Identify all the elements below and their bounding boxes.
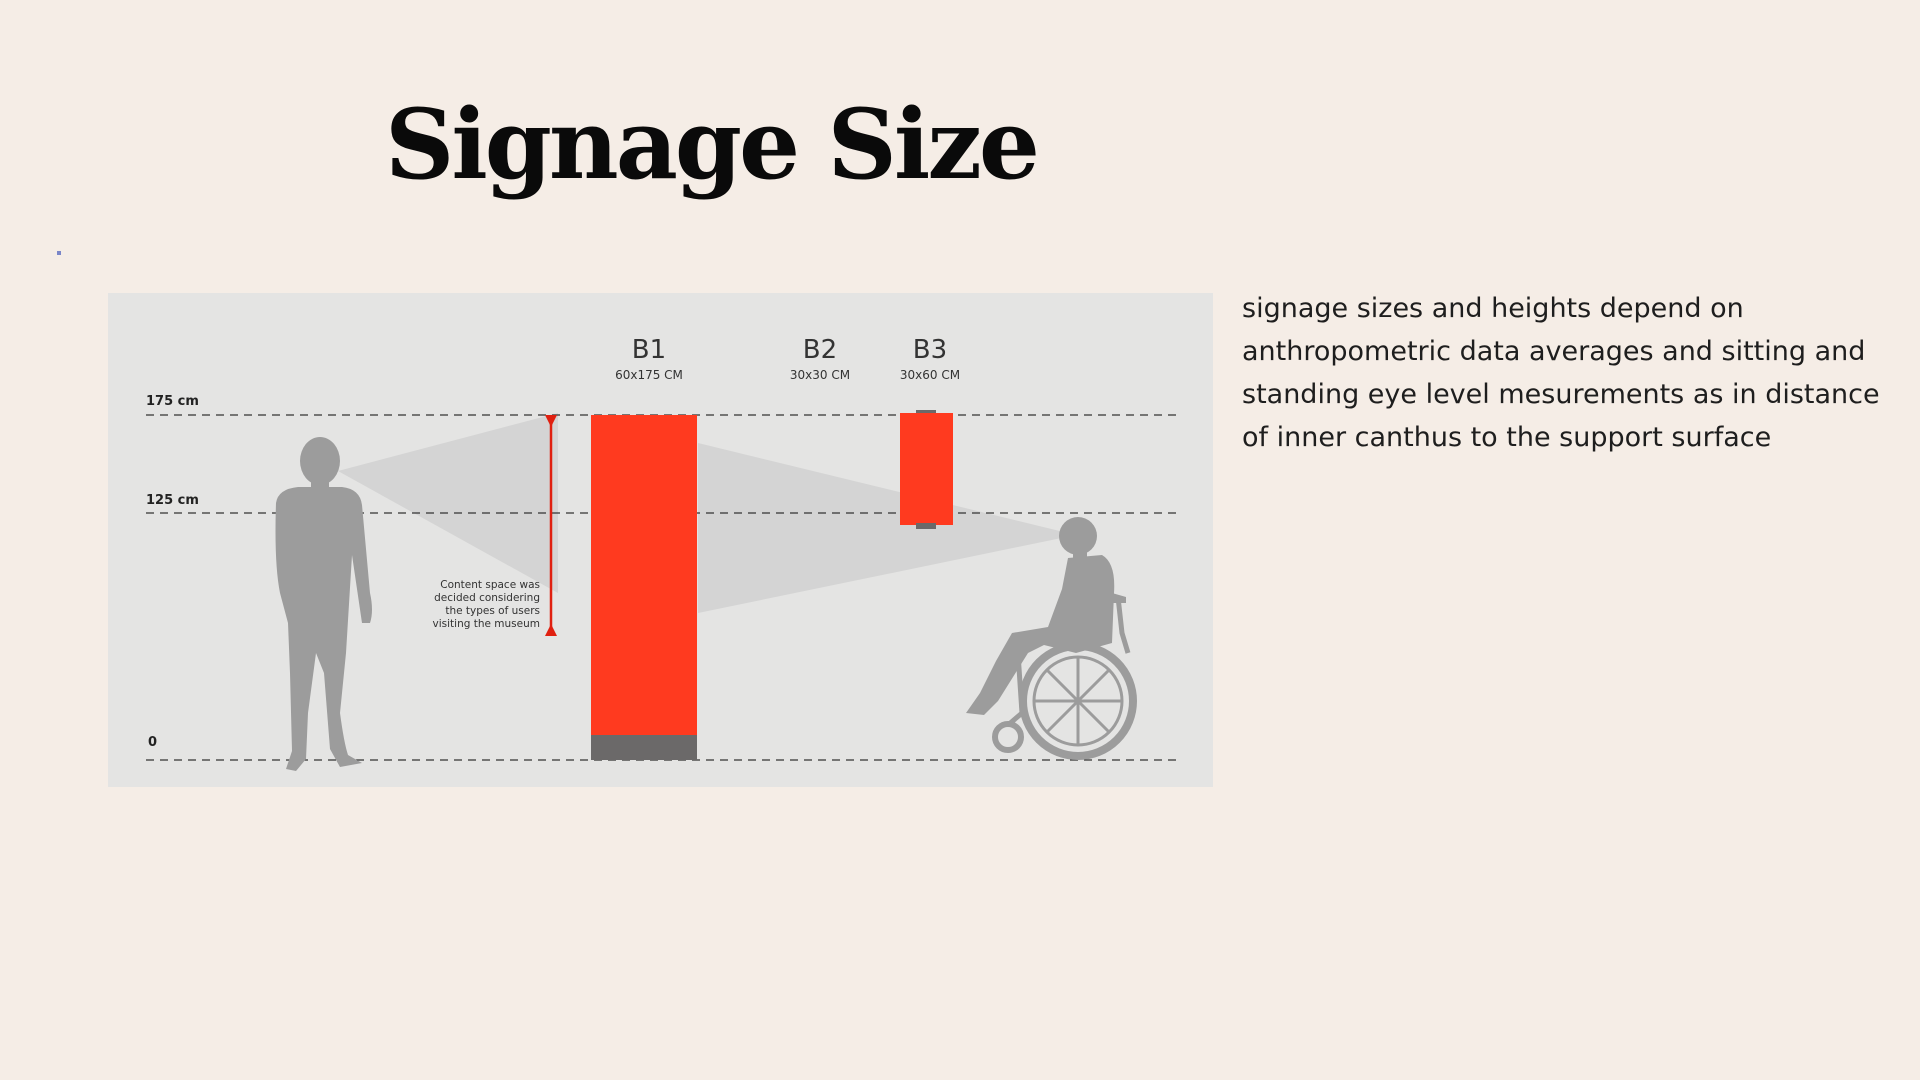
sign-b1-base — [591, 735, 697, 760]
standing-person-icon — [275, 437, 372, 771]
seated-sight-cone — [698, 443, 1076, 613]
height-label-125: 125 cm — [146, 493, 199, 508]
wheelchair-user-icon — [966, 517, 1137, 760]
sign-label-b1: B1 — [632, 335, 666, 365]
annotation-line-2: decided considering — [434, 592, 540, 604]
sign-label-b3: B3 — [913, 335, 947, 365]
content-range-arrow-bottom — [545, 624, 557, 636]
height-label-175: 175 cm — [146, 394, 199, 409]
sign-label-b2: B2 — [803, 335, 837, 365]
page-title: Signage Size — [385, 88, 1040, 201]
diagram-canvas: 175 cm 125 cm 0 B1 60x175 CM B2 30x30 CM… — [146, 335, 1178, 771]
sign-b3-cap-bottom — [916, 523, 936, 529]
sign-size-b2: 30x30 CM — [790, 368, 850, 382]
sign-size-b1: 60x175 CM — [615, 368, 683, 382]
sign-b1-panel — [591, 415, 697, 735]
annotation-line-4: visiting the museum — [433, 618, 540, 630]
annotation-line-3: the types of users — [445, 605, 540, 617]
sign-b3-panel — [900, 413, 953, 525]
decorative-dot — [57, 251, 61, 255]
annotation-line-1: Content space was — [440, 579, 540, 591]
description-text: signage sizes and heights depend on anth… — [1242, 293, 1880, 453]
sign-size-b3: 30x60 CM — [900, 368, 960, 382]
standing-sight-cone — [338, 413, 558, 593]
content-range-arrow-top — [545, 415, 557, 427]
height-label-0: 0 — [148, 735, 157, 750]
signage-height-diagram: 175 cm 125 cm 0 B1 60x175 CM B2 30x30 CM… — [108, 293, 1213, 787]
